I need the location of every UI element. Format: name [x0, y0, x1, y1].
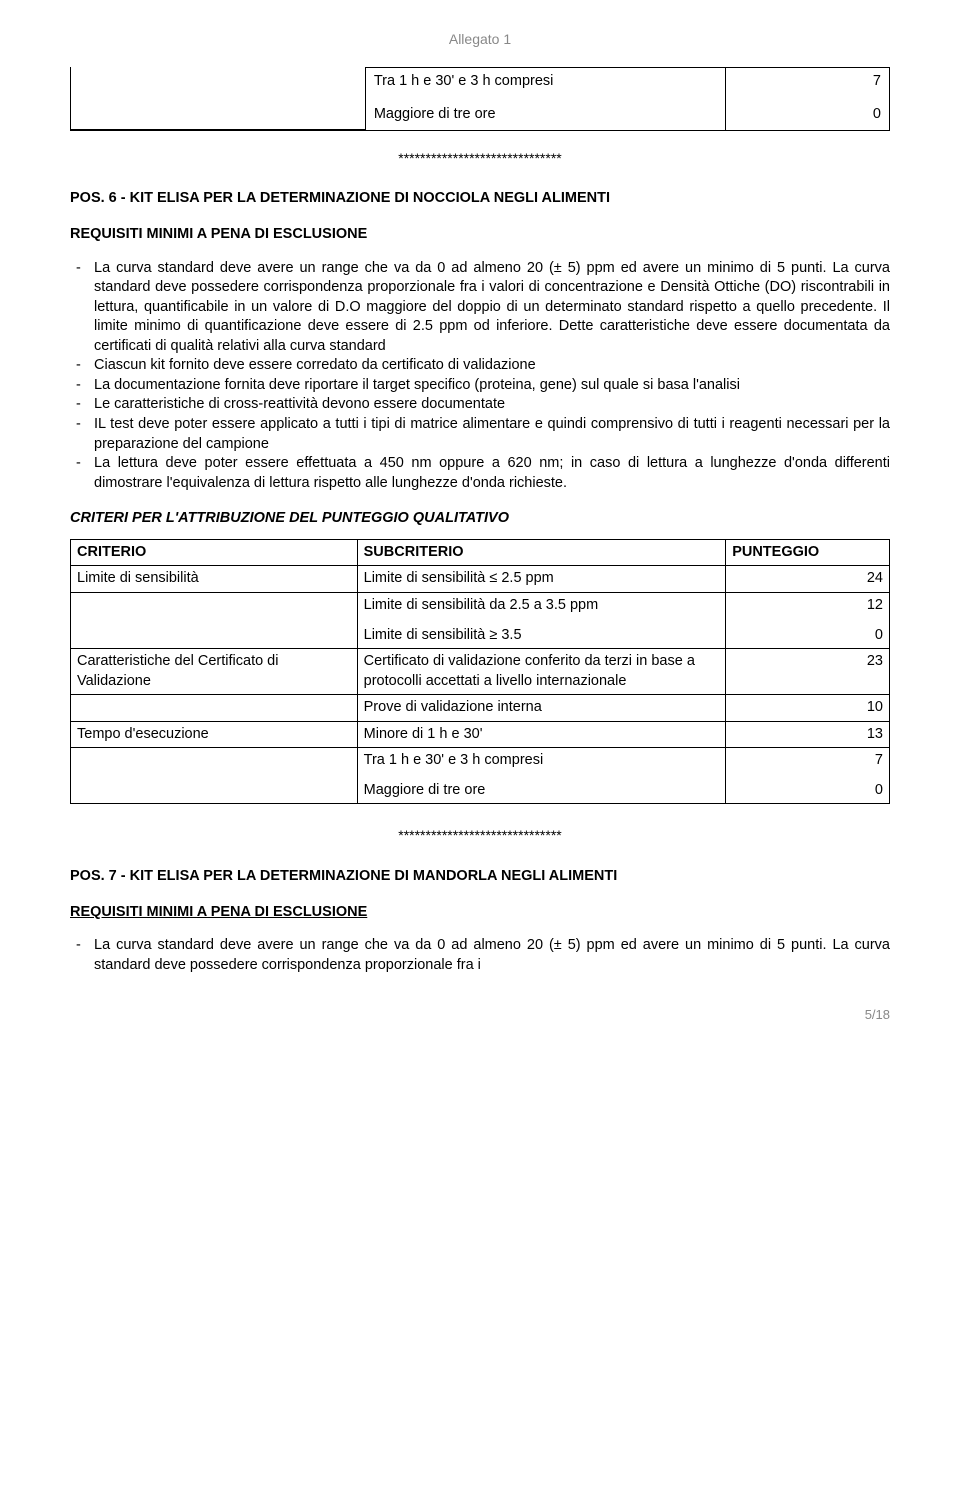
table-cell: Tra 1 h e 30' e 3 h compresi Maggiore di…: [365, 67, 725, 129]
table-cell: 23: [726, 649, 890, 695]
table-cell: Certificato di validazione conferito da …: [357, 649, 726, 695]
separator-stars: ******************************: [70, 149, 890, 168]
table-row: Tra 1 h e 30' e 3 h compresi Maggiore di…: [71, 748, 890, 804]
table-cell: Tempo d'esecuzione: [71, 721, 358, 748]
subcell-value: 0: [732, 781, 883, 801]
subcell-text: Limite di sensibilità da 2.5 a 3.5 ppm: [364, 596, 720, 616]
cell-label: Maggiore di tre ore: [374, 105, 496, 125]
criteria-title: CRITERI PER L'ATTRIBUZIONE DEL PUNTEGGIO…: [70, 509, 890, 529]
criteria-table: CRITERIO SUBCRITERIO PUNTEGGIO Limite di…: [70, 539, 890, 805]
subcell-text: Tra 1 h e 30' e 3 h compresi: [364, 751, 720, 771]
table-header: PUNTEGGIO: [726, 539, 890, 566]
table-cell: Prove di validazione interna: [357, 695, 726, 722]
table-row: Limite di sensibilità Limite di sensibil…: [71, 566, 890, 593]
cell-label: Tra 1 h e 30' e 3 h compresi: [374, 72, 554, 92]
top-continuation-table: Tra 1 h e 30' e 3 h compresi Maggiore di…: [70, 67, 890, 131]
table-cell: [71, 748, 358, 804]
list-item: Ciascun kit fornito deve essere corredat…: [70, 356, 890, 376]
document-page: Allegato 1 Tra 1 h e 30' e 3 h compresi …: [0, 0, 960, 1063]
table-cell: 7 0: [726, 67, 890, 129]
table-cell: 10: [726, 695, 890, 722]
list-item: Le caratteristiche di cross-reattività d…: [70, 395, 890, 415]
table-cell: 13: [726, 721, 890, 748]
table-cell: Limite di sensibilità ≤ 2.5 ppm: [357, 566, 726, 593]
table-header: CRITERIO: [71, 539, 358, 566]
section-title: POS. 7 - KIT ELISA PER LA DETERMINAZIONE…: [70, 867, 890, 887]
table-cell-empty: [71, 67, 366, 129]
cell-value: 0: [734, 105, 881, 125]
page-number: 5/18: [70, 1006, 890, 1024]
header-label: Allegato 1: [70, 30, 890, 49]
subcell-value: 0: [732, 626, 883, 646]
section-title: POS. 6 - KIT ELISA PER LA DETERMINAZIONE…: [70, 189, 890, 209]
table-row: Caratteristiche del Certificato di Valid…: [71, 649, 890, 695]
table-cell: Tra 1 h e 30' e 3 h compresi Maggiore di…: [357, 748, 726, 804]
requirements-list: La curva standard deve avere un range ch…: [70, 259, 890, 494]
table-cell: 24: [726, 566, 890, 593]
list-item: La lettura deve poter essere effettuata …: [70, 454, 890, 493]
list-item: La curva standard deve avere un range ch…: [70, 936, 890, 975]
table-cell: Limite di sensibilità da 2.5 a 3.5 ppm L…: [357, 592, 726, 648]
table-row: Prove di validazione interna 10: [71, 695, 890, 722]
table-cell: 7 0: [726, 748, 890, 804]
subcell-text: Maggiore di tre ore: [364, 781, 720, 801]
table-row: Tempo d'esecuzione Minore di 1 h e 30' 1…: [71, 721, 890, 748]
table-row: Limite di sensibilità da 2.5 a 3.5 ppm L…: [71, 592, 890, 648]
requirements-title: REQUISITI MINIMI A PENA DI ESCLUSIONE: [70, 903, 890, 923]
table-cell: 12 0: [726, 592, 890, 648]
table-cell: Minore di 1 h e 30': [357, 721, 726, 748]
table-cell: [71, 592, 358, 648]
subcell-text: Limite di sensibilità ≥ 3.5: [364, 626, 720, 646]
subcell-value: 12: [732, 596, 883, 616]
list-item: La curva standard deve avere un range ch…: [70, 259, 890, 357]
table-cell: Limite di sensibilità: [71, 566, 358, 593]
table-cell: [71, 695, 358, 722]
separator-stars: ******************************: [70, 826, 890, 845]
requirements-list: La curva standard deve avere un range ch…: [70, 936, 890, 975]
list-item: La documentazione fornita deve riportare…: [70, 376, 890, 396]
requirements-title: REQUISITI MINIMI A PENA DI ESCLUSIONE: [70, 225, 890, 245]
table-header: SUBCRITERIO: [357, 539, 726, 566]
cell-value: 7: [734, 72, 881, 92]
subcell-value: 7: [732, 751, 883, 771]
list-item: IL test deve poter essere applicato a tu…: [70, 415, 890, 454]
table-cell: Caratteristiche del Certificato di Valid…: [71, 649, 358, 695]
table-header-row: CRITERIO SUBCRITERIO PUNTEGGIO: [71, 539, 890, 566]
